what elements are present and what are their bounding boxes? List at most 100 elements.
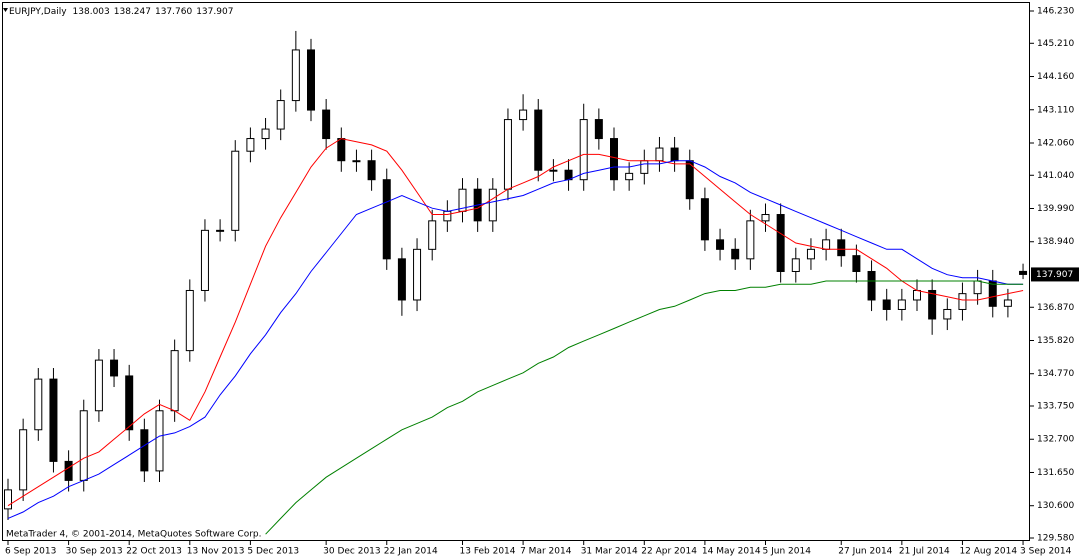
candle-body	[519, 109, 528, 121]
x-tick-label: 6 Sep 2013	[5, 547, 56, 557]
candle-body	[761, 214, 770, 222]
candle-body	[19, 429, 28, 491]
y-tick-label: 131.650	[1037, 468, 1074, 478]
x-tick-label: 12 Aug 2014	[959, 547, 1017, 557]
y-tick-label: 136.870	[1037, 303, 1074, 313]
moving-average-line	[7, 160, 1024, 519]
x-tick-label: 5 Jun 2014	[763, 547, 812, 557]
x-tick-label: 21 Jul 2014	[899, 547, 950, 557]
candle-body	[246, 138, 255, 152]
candle-body	[716, 239, 725, 250]
candle-body	[443, 210, 452, 222]
x-tick-label: 22 Apr 2014	[641, 547, 697, 557]
candle-body	[34, 378, 43, 431]
candle-body	[4, 489, 12, 510]
y-tick-label: 135.820	[1037, 336, 1074, 346]
x-tick-label: 13 Nov 2013	[187, 547, 245, 557]
x-tick-label: 31 Mar 2014	[581, 547, 638, 557]
candle-body	[700, 198, 709, 241]
symbol: EURJPY,Daily	[9, 7, 67, 17]
candle-body	[822, 239, 831, 250]
quote-close: 137.907	[196, 7, 233, 17]
price-label: 137.907	[1036, 270, 1073, 280]
y-tick-label: 129.580	[1037, 534, 1074, 544]
candle-body	[170, 350, 179, 412]
candle-body	[428, 220, 437, 250]
candle-body	[610, 138, 618, 181]
candle-body	[79, 410, 88, 481]
price-label-bg	[1031, 267, 1079, 282]
candle-body	[731, 248, 740, 260]
candle-body	[125, 375, 134, 431]
candle-body	[625, 172, 634, 181]
candle-body	[867, 270, 876, 301]
footer: MetaTrader 4, © 2001-2014, MetaQuotes So…	[6, 530, 262, 540]
candle-body	[655, 147, 664, 162]
candle-body	[49, 378, 58, 462]
x-tick-label: 7 Mar 2014	[520, 547, 572, 557]
y-tick-label: 132.700	[1037, 435, 1074, 445]
candle-body	[110, 359, 119, 377]
y-tick-label: 134.770	[1037, 369, 1074, 379]
moving-average-line	[7, 138, 1024, 507]
candle-body	[973, 280, 982, 295]
candle-body	[307, 49, 315, 111]
menu-arrow	[3, 8, 8, 12]
x-tick-label: 3 Sep 2014	[1020, 547, 1072, 557]
candle-body	[746, 220, 755, 260]
y-tick-label: 139.990	[1037, 204, 1074, 214]
candle-body	[216, 229, 225, 232]
candle-body	[64, 460, 73, 481]
candle-body	[549, 169, 558, 172]
candle-body	[913, 289, 921, 301]
x-tick-label: 13 Feb 2014	[460, 547, 516, 557]
x-tick-label: 5 Dec 2013	[247, 547, 299, 557]
candle-body	[776, 214, 785, 272]
candle-body	[670, 147, 679, 162]
candle-body	[988, 280, 997, 307]
candle-body	[1003, 299, 1012, 307]
candle-body	[185, 289, 194, 352]
x-tick-label: 22 Oct 2013	[126, 547, 182, 557]
candle-body	[503, 119, 512, 190]
y-tick-label: 145.210	[1037, 39, 1074, 49]
candle-body	[140, 429, 149, 472]
candle-body	[594, 119, 603, 140]
candle-body	[397, 258, 406, 301]
x-tick-label: 14 May 2014	[702, 547, 761, 557]
candle-body	[791, 258, 800, 272]
candle-body	[1019, 270, 1028, 275]
x-tick-label: 27 Jun 2014	[838, 547, 892, 557]
candle-body	[897, 299, 906, 310]
candle-body	[488, 188, 497, 222]
candle-body	[534, 109, 543, 171]
candle-body	[367, 160, 376, 181]
x-tick-label: 30 Sep 2013	[66, 547, 123, 557]
candle-body	[337, 138, 346, 162]
candle-body	[200, 229, 209, 291]
candle-body	[806, 248, 815, 260]
candle-body	[413, 248, 422, 301]
candle-body	[882, 299, 891, 310]
x-tick-label: 30 Dec 2013	[323, 547, 381, 557]
y-tick-label: 142.060	[1037, 138, 1074, 148]
x-tick-label: 22 Jan 2014	[384, 547, 438, 557]
quote-open: 138.003	[73, 7, 110, 17]
candle-body	[261, 128, 270, 140]
candle-body	[928, 289, 937, 320]
candle-body	[579, 119, 588, 181]
candle-body	[276, 100, 285, 130]
y-tick-label: 138.940	[1037, 237, 1074, 247]
plot	[4, 30, 1028, 535]
quote-high: 138.247	[114, 7, 151, 17]
y-tick-label: 146.230	[1037, 7, 1074, 17]
candle-body	[94, 359, 103, 412]
moving-average-line	[265, 280, 1024, 535]
candle-body	[352, 160, 361, 163]
candle-body	[155, 410, 164, 472]
chart-title: EURJPY,Daily 138.003 138.247 137.760 137.907	[9, 7, 233, 17]
candle-body	[640, 160, 649, 174]
candle-body	[852, 255, 861, 272]
